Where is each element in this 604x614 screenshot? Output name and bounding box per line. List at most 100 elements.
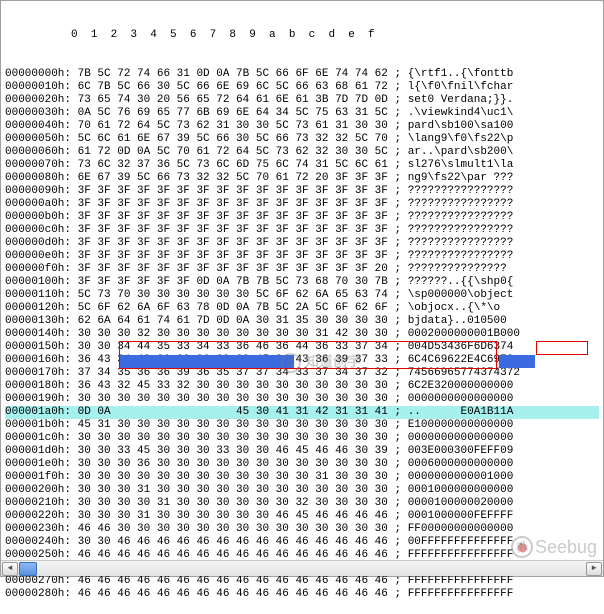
hex-row[interactable]: 00000130h: 62 6A 64 61 74 61 7D 0D 0A 30… <box>5 315 599 328</box>
ascii-cell[interactable]: FFFFFFFFFFFFFFFF <box>408 588 514 600</box>
ascii-cell[interactable]: 00FFFFFFFFFFFFFF <box>408 536 514 548</box>
ascii-cell[interactable]: ng9\fs22\par ??? <box>408 172 514 184</box>
hex-row[interactable]: 00000280h: 46 46 46 46 46 46 46 46 46 46… <box>5 588 599 601</box>
hex-row[interactable]: 000001a0h: 0D 0A 45 30 41 31 42 31 31 41… <box>5 406 599 419</box>
scroll-track[interactable] <box>19 562 585 576</box>
hex-row[interactable]: 000000d0h: 3F 3F 3F 3F 3F 3F 3F 3F 3F 3F… <box>5 237 599 250</box>
ascii-cell[interactable]: .\viewkind4\uc1\ <box>408 107 514 119</box>
ascii-cell[interactable]: {\rtf1..{\fonttb <box>408 68 514 80</box>
hex-row[interactable]: 00000060h: 61 72 0D 0A 5C 70 61 72 64 5C… <box>5 146 599 159</box>
scroll-thumb[interactable] <box>19 562 37 576</box>
ascii-cell[interactable]: ???????????????? <box>408 198 514 210</box>
horizontal-scrollbar[interactable]: ◄ ► <box>1 560 603 576</box>
hex-row[interactable]: 00000150h: 30 30 34 44 35 33 34 33 36 46… <box>5 341 599 354</box>
hex-bytes[interactable]: 5C 6F 62 6A 6F 63 78 0D 0A 7B 5C 2A 5C 6… <box>78 302 388 314</box>
hex-row[interactable]: 00000220h: 30 30 30 31 30 30 30 30 30 30… <box>5 510 599 523</box>
hex-bytes[interactable]: 30 30 30 31 30 30 30 30 30 30 46 45 46 4… <box>78 510 388 522</box>
hex-row[interactable]: 00000170h: 37 34 35 36 36 39 36 35 37 37… <box>5 367 599 380</box>
ascii-cell[interactable]: ???????????????? <box>408 237 514 249</box>
hex-bytes[interactable]: 3F 3F 3F 3F 3F 3F 0D 0A 7B 7B 5C 73 68 7… <box>78 276 388 288</box>
scroll-right-button[interactable]: ► <box>586 562 602 576</box>
hex-bytes[interactable]: 3F 3F 3F 3F 3F 3F 3F 3F 3F 3F 3F 3F 3F 3… <box>78 237 388 249</box>
hex-editor-view[interactable]: 0 1 2 3 4 5 6 7 8 9 a b c d e f 00000000… <box>1 1 603 614</box>
ascii-cell[interactable]: \sp000000\object <box>408 289 514 301</box>
hex-bytes[interactable]: 36 43 32 45 33 32 30 30 30 30 30 30 30 3… <box>78 380 388 392</box>
ascii-cell[interactable]: 0000000000000000 <box>408 393 514 405</box>
hex-row[interactable]: 000001f0h: 30 30 30 30 30 30 30 30 30 30… <box>5 471 599 484</box>
hex-row[interactable]: 000000a0h: 3F 3F 3F 3F 3F 3F 3F 3F 3F 3F… <box>5 198 599 211</box>
hex-row[interactable]: 000000b0h: 3F 3F 3F 3F 3F 3F 3F 3F 3F 3F… <box>5 211 599 224</box>
hex-bytes[interactable]: 46 46 30 30 30 30 30 30 30 30 30 30 30 3… <box>78 523 388 535</box>
ascii-cell[interactable]: 0000000000000000 <box>408 432 514 444</box>
ascii-cell[interactable]: ???????????????? <box>408 211 514 223</box>
ascii-cell[interactable]: l{\f0\fnil\fchar <box>408 81 514 93</box>
hex-bytes[interactable]: 30 30 30 31 30 30 30 30 30 30 30 30 30 3… <box>78 484 388 496</box>
hex-bytes[interactable]: 70 61 72 64 5C 73 62 31 30 30 5C 73 61 3… <box>78 120 388 132</box>
hex-bytes[interactable]: 3F 3F 3F 3F 3F 3F 3F 3F 3F 3F 3F 3F 3F 3… <box>78 198 388 210</box>
hex-row[interactable]: 000000c0h: 3F 3F 3F 3F 3F 3F 3F 3F 3F 3F… <box>5 224 599 237</box>
hex-row[interactable]: 000001b0h: 45 31 30 30 30 30 30 30 30 30… <box>5 419 599 432</box>
hex-bytes[interactable]: 30 30 30 30 30 30 30 30 30 30 30 30 30 3… <box>78 393 388 405</box>
hex-bytes[interactable]: 3F 3F 3F 3F 3F 3F 3F 3F 3F 3F 3F 3F 3F 3… <box>78 211 388 223</box>
hex-row[interactable]: 00000140h: 30 30 30 32 30 30 30 30 30 30… <box>5 328 599 341</box>
hex-bytes[interactable]: 6E 67 39 5C 66 73 32 32 5C 70 61 72 20 3… <box>78 172 388 184</box>
hex-bytes[interactable]: 37 34 35 36 36 39 36 35 37 37 34 33 37 3… <box>78 367 388 379</box>
hex-row[interactable]: 00000040h: 70 61 72 64 5C 73 62 31 30 30… <box>5 120 599 133</box>
hex-row[interactable]: 00000070h: 73 6C 32 37 36 5C 73 6C 6D 75… <box>5 159 599 172</box>
ascii-cell[interactable]: sl276\slmult1\la <box>408 159 514 171</box>
hex-bytes[interactable]: 46 46 46 46 46 46 46 46 46 46 46 46 46 4… <box>78 588 388 600</box>
hex-bytes[interactable]: 0A 5C 76 69 65 77 6B 69 6E 64 34 5C 75 6… <box>78 107 388 119</box>
hex-bytes[interactable]: 30 30 30 32 30 30 30 30 30 30 30 30 31 4… <box>78 328 388 340</box>
ascii-cell[interactable]: \objocx..{\*\o <box>408 302 500 314</box>
ascii-cell[interactable]: ???????????????? <box>408 224 514 236</box>
hex-row[interactable]: 00000240h: 30 30 46 46 46 46 46 46 46 46… <box>5 536 599 549</box>
hex-bytes[interactable]: 30 30 30 30 30 30 30 30 30 30 30 30 31 3… <box>78 471 388 483</box>
hex-row[interactable]: 000001d0h: 30 30 33 45 30 30 30 33 30 30… <box>5 445 599 458</box>
hex-bytes[interactable]: 0D 0A 45 30 41 31 42 31 31 41 <box>78 406 388 418</box>
hex-bytes[interactable]: 30 30 30 30 31 30 30 30 30 30 30 32 30 3… <box>78 497 388 509</box>
ascii-cell[interactable]: 003E000300FEFF09 <box>408 445 514 457</box>
hex-bytes[interactable]: 30 30 30 30 30 30 30 30 30 30 30 30 30 3… <box>78 432 388 444</box>
hex-bytes[interactable]: 3F 3F 3F 3F 3F 3F 3F 3F 3F 3F 3F 3F 3F 3… <box>78 224 388 236</box>
hex-row[interactable]: 00000100h: 3F 3F 3F 3F 3F 3F 0D 0A 7B 7B… <box>5 276 599 289</box>
ascii-cell[interactable]: ??????..{{\shp0{ <box>408 276 514 288</box>
hex-bytes[interactable]: 45 31 30 30 30 30 30 30 30 30 30 30 30 3… <box>78 419 388 431</box>
hex-bytes[interactable]: 30 30 30 36 30 30 30 30 30 30 30 30 30 3… <box>78 458 388 470</box>
hex-row[interactable]: 00000110h: 5C 73 70 30 30 30 30 30 30 5C… <box>5 289 599 302</box>
ascii-cell[interactable]: 0006000000000000 <box>408 458 514 470</box>
hex-bytes[interactable]: 7B 5C 72 74 66 31 0D 0A 7B 5C 66 6F 6E 7… <box>78 68 388 80</box>
hex-bytes[interactable]: 3F 3F 3F 3F 3F 3F 3F 3F 3F 3F 3F 3F 3F 3… <box>78 263 388 275</box>
scroll-left-button[interactable]: ◄ <box>2 562 18 576</box>
hex-bytes[interactable]: 30 30 34 44 35 33 34 33 36 46 36 44 36 3… <box>78 341 388 353</box>
ascii-cell[interactable]: E100000000000000 <box>408 419 514 431</box>
ascii-cell[interactable]: 004D53436F6D6374 <box>408 341 514 353</box>
ascii-cell[interactable]: 0000000000001000 <box>408 471 514 483</box>
hex-bytes[interactable]: 5C 6C 61 6E 67 39 5C 66 30 5C 66 73 32 3… <box>78 133 388 145</box>
hex-row[interactable]: 00000200h: 30 30 30 31 30 30 30 30 30 30… <box>5 484 599 497</box>
hex-bytes[interactable]: 3F 3F 3F 3F 3F 3F 3F 3F 3F 3F 3F 3F 3F 3… <box>78 250 388 262</box>
hex-row[interactable]: 00000010h: 6C 7B 5C 66 30 5C 66 6E 69 6C… <box>5 81 599 94</box>
hex-bytes[interactable]: 6C 7B 5C 66 30 5C 66 6E 69 6C 5C 66 63 6… <box>78 81 388 93</box>
hex-bytes[interactable]: 5C 73 70 30 30 30 30 30 30 5C 6F 62 6A 6… <box>78 289 388 301</box>
hex-row[interactable]: 000000e0h: 3F 3F 3F 3F 3F 3F 3F 3F 3F 3F… <box>5 250 599 263</box>
hex-bytes[interactable]: 30 30 46 46 46 46 46 46 46 46 46 46 46 4… <box>78 536 388 548</box>
hex-row[interactable]: 00000210h: 30 30 30 30 31 30 30 30 30 30… <box>5 497 599 510</box>
hex-row[interactable]: 00000030h: 0A 5C 76 69 65 77 6B 69 6E 64… <box>5 107 599 120</box>
ascii-cell[interactable]: ??????????????? <box>408 263 514 275</box>
ascii-cell[interactable]: 6C2E320000000000 <box>408 380 514 392</box>
ascii-cell[interactable]: 74566965774374372 <box>408 367 520 379</box>
ascii-cell[interactable]: 0002000000001B000 <box>408 328 520 340</box>
hex-row[interactable]: 00000230h: 46 46 30 30 30 30 30 30 30 30… <box>5 523 599 536</box>
ascii-cell[interactable]: 0001000000FEFFFF <box>408 510 514 522</box>
ascii-cell[interactable]: ar..\pard\sb200\ <box>408 146 514 158</box>
hex-row[interactable]: 000001c0h: 30 30 30 30 30 30 30 30 30 30… <box>5 432 599 445</box>
hex-row[interactable]: 00000190h: 30 30 30 30 30 30 30 30 30 30… <box>5 393 599 406</box>
hex-bytes[interactable]: 3F 3F 3F 3F 3F 3F 3F 3F 3F 3F 3F 3F 3F 3… <box>78 185 388 197</box>
ascii-cell[interactable]: ???????????????? <box>408 250 514 262</box>
ascii-cell[interactable]: FF00000000000000 <box>408 523 514 535</box>
hex-row[interactable]: 00000080h: 6E 67 39 5C 66 73 32 32 5C 70… <box>5 172 599 185</box>
ascii-cell[interactable]: \lang9\f0\fs22\p <box>408 133 514 145</box>
hex-bytes[interactable]: 61 72 0D 0A 5C 70 61 72 64 5C 73 62 32 3… <box>78 146 388 158</box>
ascii-cell[interactable]: 6C4C69622E4C6973 <box>408 354 514 366</box>
hex-row[interactable]: 00000050h: 5C 6C 61 6E 67 39 5C 66 30 5C… <box>5 133 599 146</box>
